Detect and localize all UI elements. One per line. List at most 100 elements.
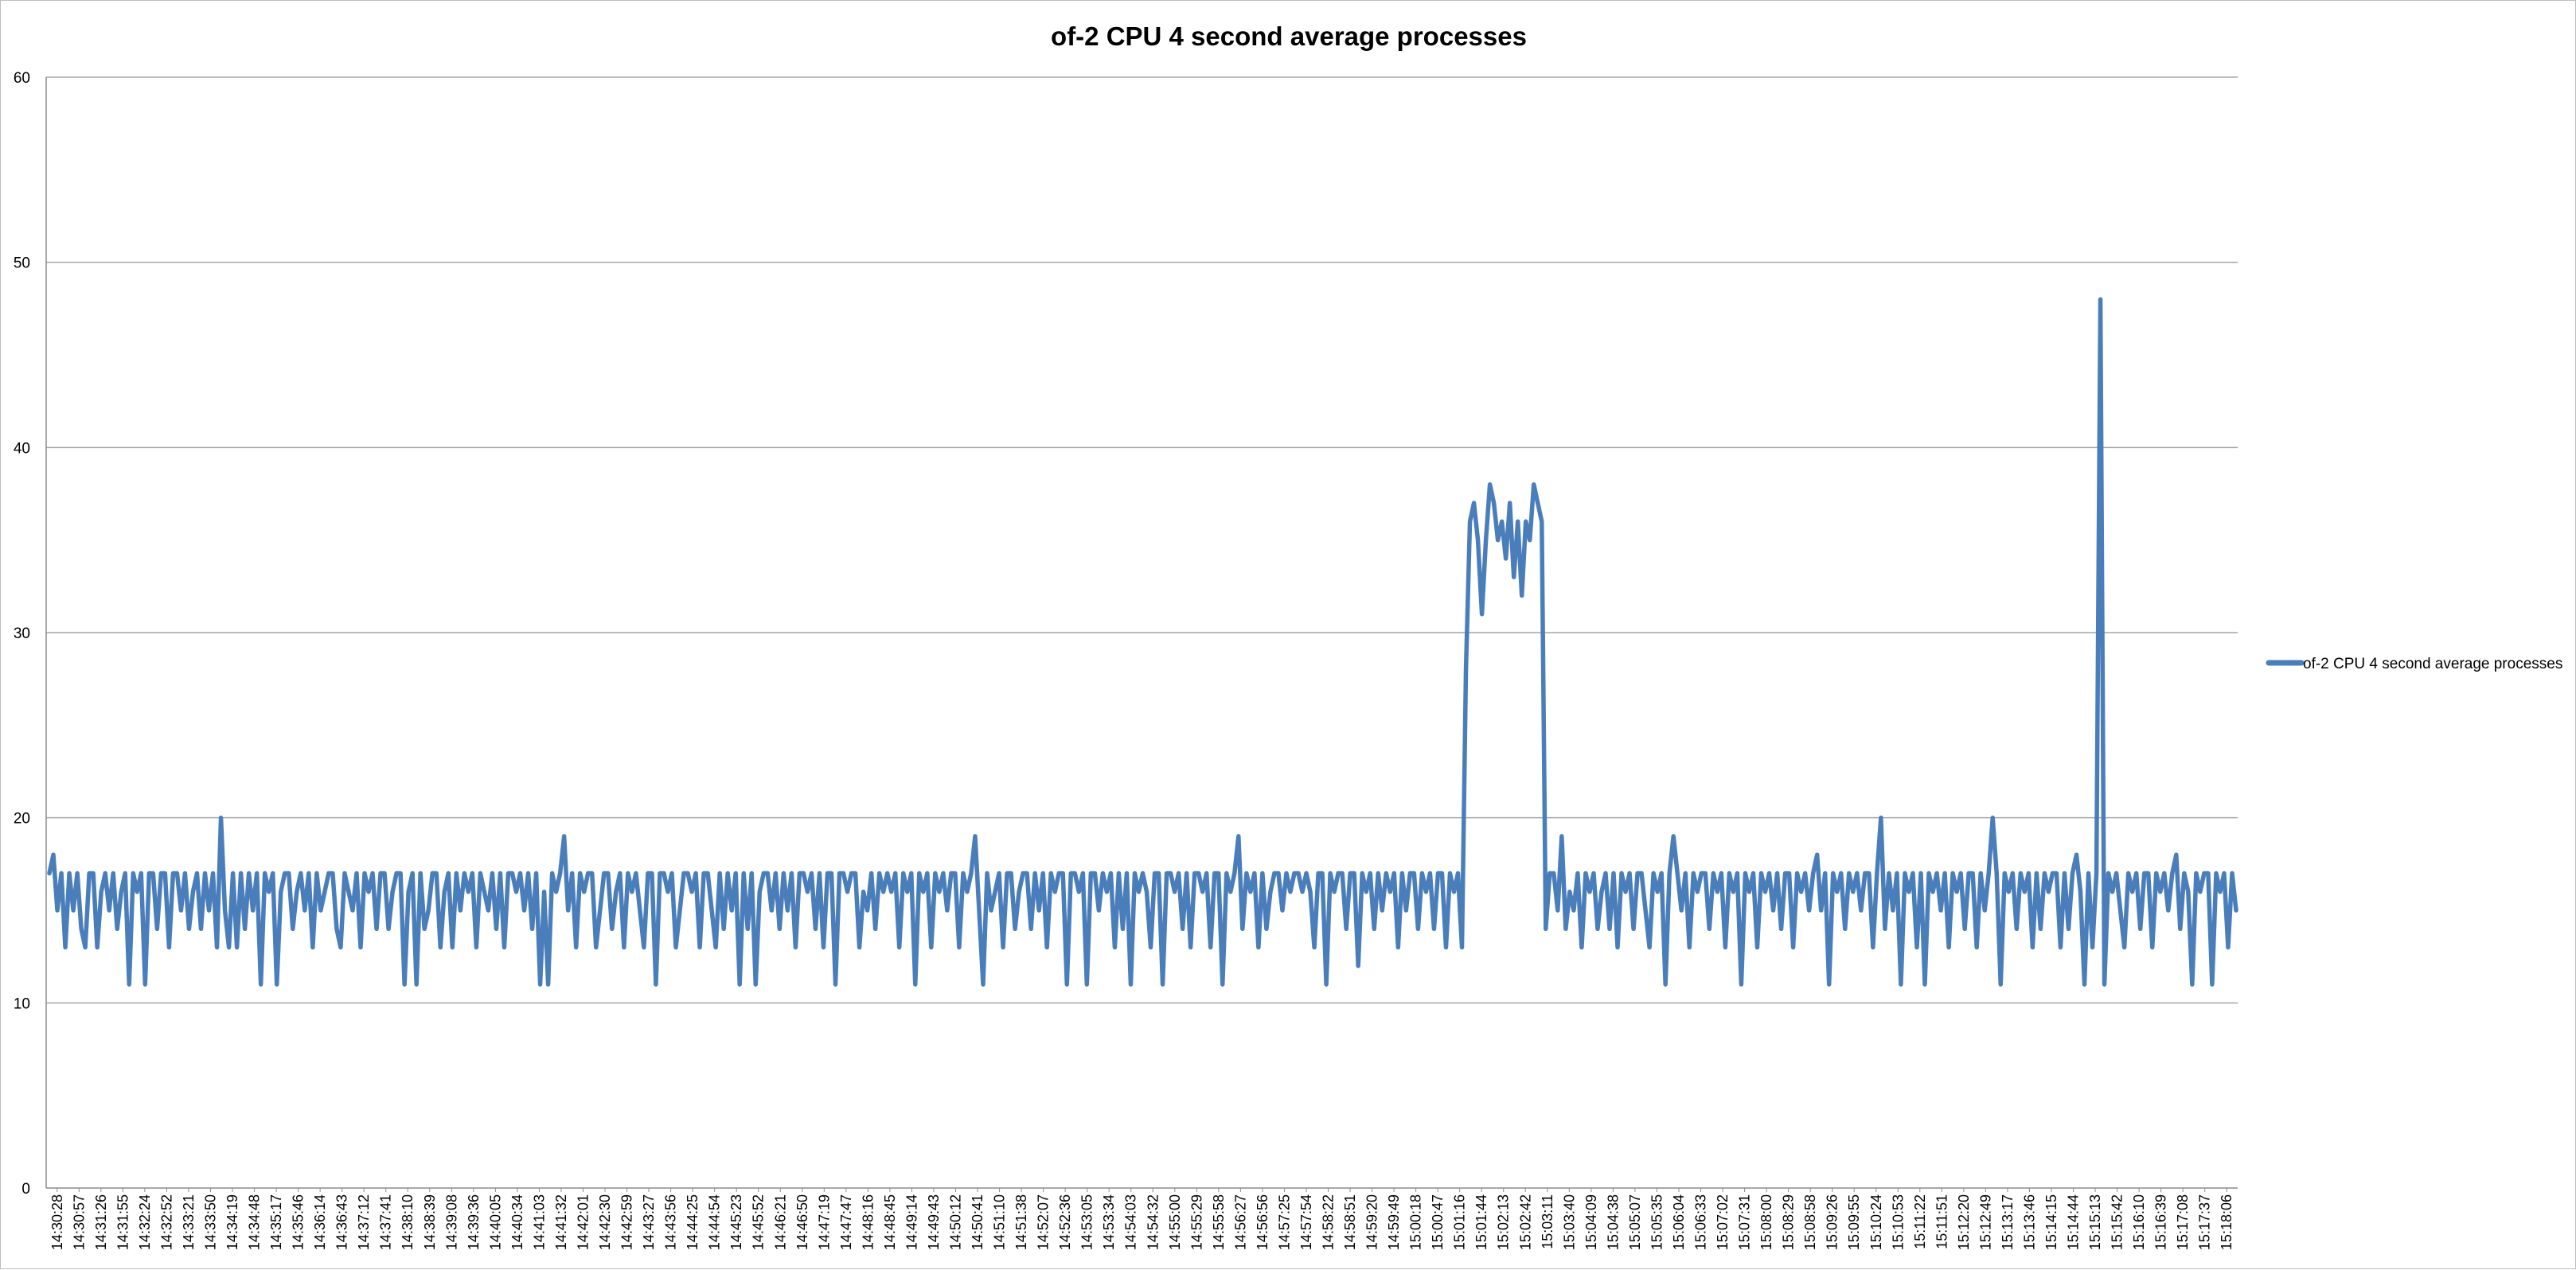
x-tick-label: 14:41:32 bbox=[553, 1194, 569, 1250]
x-tick-label: 14:54:32 bbox=[1145, 1194, 1161, 1250]
series-line-0 bbox=[47, 297, 2238, 987]
x-tick-label: 14:53:34 bbox=[1101, 1194, 1117, 1250]
y-tick-label: 0 bbox=[21, 1181, 30, 1198]
x-tick-label: 14:57:25 bbox=[1276, 1194, 1292, 1250]
x-tick-label: 15:13:17 bbox=[2000, 1194, 2016, 1250]
x-tick-label: 14:38:39 bbox=[422, 1194, 438, 1250]
x-tick-label: 14:33:21 bbox=[181, 1194, 197, 1250]
x-axis-ticks: 14:30:28 14:30:57 14:31:26 14:31:55 14:32:24… bbox=[49, 1188, 2234, 1250]
x-tick-label: 14:30:57 bbox=[71, 1194, 87, 1250]
x-tick-label: 15:14:44 bbox=[2066, 1194, 2082, 1250]
x-tick-label: 14:36:43 bbox=[334, 1194, 350, 1250]
x-tick-label: 14:42:30 bbox=[597, 1194, 613, 1250]
y-tick-label: 10 bbox=[14, 995, 30, 1012]
x-tick-label: 14:34:48 bbox=[247, 1194, 263, 1250]
x-tick-label: 14:52:07 bbox=[1036, 1194, 1052, 1250]
gridlines bbox=[45, 76, 2238, 1189]
x-tick-label: 14:42:59 bbox=[619, 1194, 635, 1250]
x-tick-label: 15:01:44 bbox=[1473, 1194, 1489, 1250]
x-tick-label: 14:51:38 bbox=[1013, 1194, 1029, 1250]
x-tick-label: 14:53:05 bbox=[1079, 1194, 1095, 1250]
x-tick-label: 14:48:16 bbox=[860, 1194, 876, 1250]
x-tick-label: 14:44:54 bbox=[707, 1194, 723, 1250]
x-tick-label: 14:37:41 bbox=[378, 1194, 394, 1250]
chart-title: of-2 CPU 4 second average processes bbox=[1051, 21, 1527, 51]
x-tick-label: 15:00:18 bbox=[1408, 1194, 1424, 1250]
x-tick-label: 14:45:52 bbox=[751, 1194, 767, 1250]
x-tick-label: 15:07:31 bbox=[1737, 1194, 1753, 1250]
x-tick-label: 15:12:49 bbox=[1977, 1194, 1993, 1250]
x-tick-label: 15:14:15 bbox=[2043, 1194, 2059, 1250]
x-tick-label: 15:08:29 bbox=[1781, 1194, 1797, 1250]
x-tick-label: 14:47:47 bbox=[838, 1194, 854, 1250]
x-tick-label: 14:56:56 bbox=[1255, 1194, 1270, 1250]
x-tick-label: 14:33:50 bbox=[202, 1194, 218, 1250]
x-tick-label: 14:30:28 bbox=[49, 1194, 65, 1250]
x-tick-label: 15:15:13 bbox=[2087, 1194, 2103, 1250]
x-tick-label: 15:04:38 bbox=[1605, 1194, 1621, 1250]
x-tick-label: 14:58:22 bbox=[1321, 1194, 1337, 1250]
x-tick-label: 15:15:42 bbox=[2110, 1194, 2125, 1250]
x-tick-label: 14:50:41 bbox=[970, 1194, 986, 1250]
y-tick-label: 30 bbox=[14, 625, 30, 642]
x-tick-label: 15:06:04 bbox=[1671, 1194, 1687, 1250]
x-tick-label: 15:17:08 bbox=[2175, 1194, 2191, 1250]
x-tick-label: 14:34:19 bbox=[224, 1194, 240, 1250]
x-tick-label: 15:09:55 bbox=[1846, 1194, 1862, 1250]
x-tick-label: 14:56:27 bbox=[1232, 1194, 1248, 1250]
x-tick-label: 15:01:16 bbox=[1452, 1194, 1468, 1250]
x-tick-label: 14:55:58 bbox=[1211, 1194, 1227, 1250]
x-tick-label: 15:04:09 bbox=[1583, 1194, 1599, 1250]
x-tick-label: 14:40:34 bbox=[509, 1194, 525, 1250]
x-tick-label: 15:02:42 bbox=[1517, 1194, 1533, 1250]
x-tick-label: 14:59:20 bbox=[1364, 1194, 1380, 1250]
x-tick-label: 14:52:36 bbox=[1057, 1194, 1073, 1250]
x-tick-label: 14:55:00 bbox=[1167, 1194, 1183, 1250]
x-tick-label: 14:46:21 bbox=[772, 1194, 788, 1250]
x-tick-label: 14:59:49 bbox=[1386, 1194, 1402, 1250]
x-tick-label: 14:50:12 bbox=[947, 1194, 963, 1250]
x-tick-label: 14:48:45 bbox=[882, 1194, 898, 1250]
x-tick-label: 15:07:02 bbox=[1715, 1194, 1731, 1250]
x-tick-label: 15:06:33 bbox=[1693, 1194, 1709, 1250]
x-tick-label: 14:54:03 bbox=[1123, 1194, 1139, 1250]
x-tick-label: 15:17:37 bbox=[2197, 1194, 2213, 1250]
x-tick-label: 14:40:05 bbox=[487, 1194, 503, 1250]
x-tick-label: 15:12:20 bbox=[1956, 1194, 1972, 1250]
x-tick-label: 14:38:10 bbox=[400, 1194, 416, 1250]
x-tick-label: 14:44:25 bbox=[685, 1194, 701, 1250]
x-tick-label: 14:36:14 bbox=[312, 1194, 328, 1250]
y-tick-label: 20 bbox=[14, 811, 30, 828]
y-tick-label: 50 bbox=[14, 255, 30, 272]
y-tick-label: 40 bbox=[14, 440, 30, 457]
x-tick-label: 14:31:55 bbox=[115, 1194, 131, 1250]
x-tick-label: 14:41:03 bbox=[531, 1194, 547, 1250]
x-tick-label: 14:46:50 bbox=[794, 1194, 810, 1250]
x-tick-label: 15:16:10 bbox=[2131, 1194, 2147, 1250]
x-tick-label: 15:13:46 bbox=[2021, 1194, 2037, 1250]
x-tick-label: 15:16:39 bbox=[2153, 1194, 2169, 1250]
x-tick-label: 14:55:29 bbox=[1188, 1194, 1204, 1250]
x-tick-label: 15:18:06 bbox=[2219, 1194, 2234, 1250]
x-tick-label: 15:10:53 bbox=[1890, 1194, 1906, 1250]
x-tick-label: 15:11:22 bbox=[1912, 1194, 1928, 1249]
x-tick-label: 14:39:36 bbox=[466, 1194, 482, 1250]
legend: of-2 CPU 4 second average processes bbox=[2266, 656, 2562, 672]
x-tick-label: 14:32:24 bbox=[137, 1194, 153, 1250]
x-tick-label: 14:47:19 bbox=[816, 1194, 832, 1250]
x-tick-label: 14:35:17 bbox=[268, 1194, 284, 1250]
series-layer bbox=[47, 297, 2238, 987]
x-tick-label: 15:05:35 bbox=[1649, 1194, 1665, 1250]
x-tick-label: 14:49:14 bbox=[904, 1194, 919, 1250]
x-tick-label: 15:09:26 bbox=[1825, 1194, 1840, 1250]
x-tick-label: 14:51:10 bbox=[992, 1194, 1008, 1250]
x-tick-label: 14:32:52 bbox=[158, 1194, 174, 1250]
x-tick-label: 15:08:58 bbox=[1802, 1194, 1818, 1250]
x-tick-label: 15:11:51 bbox=[1934, 1194, 1950, 1249]
x-tick-label: 14:43:56 bbox=[663, 1194, 679, 1250]
y-axis-ticks: 0 10 20 30 40 50 60 bbox=[14, 70, 30, 1198]
x-tick-label: 14:39:08 bbox=[443, 1194, 459, 1250]
x-tick-label: 14:31:26 bbox=[93, 1194, 109, 1250]
